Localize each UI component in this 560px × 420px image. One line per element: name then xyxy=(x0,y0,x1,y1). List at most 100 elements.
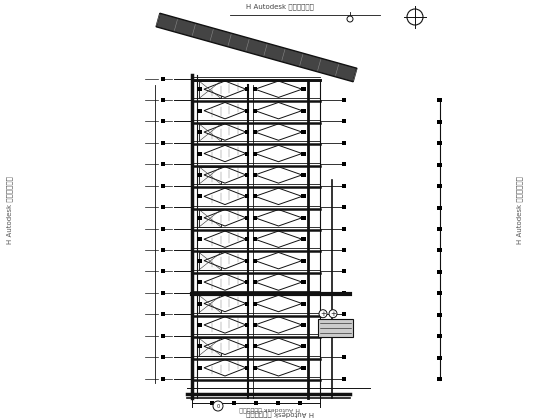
Bar xyxy=(437,248,442,252)
Polygon shape xyxy=(204,317,246,333)
Bar xyxy=(253,280,257,284)
Bar xyxy=(253,152,257,155)
Bar xyxy=(301,280,306,284)
Text: +: + xyxy=(330,311,336,317)
Bar xyxy=(197,344,202,348)
Bar xyxy=(253,194,257,198)
Bar xyxy=(161,226,165,231)
Bar xyxy=(245,280,249,284)
Bar xyxy=(342,376,346,381)
Bar xyxy=(253,87,257,91)
Polygon shape xyxy=(255,295,302,312)
Polygon shape xyxy=(204,295,246,312)
Bar xyxy=(253,237,257,241)
Polygon shape xyxy=(204,231,246,247)
Polygon shape xyxy=(255,231,302,247)
Bar xyxy=(253,366,257,370)
Bar xyxy=(245,173,249,177)
Circle shape xyxy=(213,401,223,411)
Bar xyxy=(161,376,165,381)
Bar xyxy=(301,173,306,177)
Bar xyxy=(437,291,442,295)
Bar xyxy=(161,205,165,209)
Bar xyxy=(276,401,280,405)
Bar xyxy=(197,323,202,327)
Bar xyxy=(197,109,202,113)
Polygon shape xyxy=(204,360,246,376)
Bar xyxy=(437,163,442,167)
Bar xyxy=(161,269,165,273)
Polygon shape xyxy=(255,338,302,354)
Bar xyxy=(301,216,306,220)
Bar xyxy=(210,401,214,405)
Bar xyxy=(253,323,257,327)
Bar xyxy=(253,173,257,177)
Bar xyxy=(161,119,165,123)
Text: H Autodesk 教育产品制作: H Autodesk 教育产品制作 xyxy=(246,4,314,10)
Bar xyxy=(301,109,306,113)
Text: 0: 0 xyxy=(216,404,220,409)
Bar xyxy=(437,334,442,338)
Bar xyxy=(437,313,442,317)
Bar xyxy=(342,119,346,123)
Bar xyxy=(437,356,442,360)
Bar xyxy=(245,237,249,241)
Bar xyxy=(342,141,346,145)
Bar xyxy=(253,130,257,134)
Text: H Autodesk 教育产品制作: H Autodesk 教育产品制作 xyxy=(246,410,314,416)
Bar xyxy=(342,205,346,209)
Bar xyxy=(199,295,221,313)
Bar xyxy=(161,248,165,252)
Polygon shape xyxy=(255,252,302,269)
Bar xyxy=(301,87,306,91)
Bar xyxy=(161,162,165,166)
Polygon shape xyxy=(255,167,302,183)
Bar xyxy=(253,216,257,220)
Bar xyxy=(245,152,249,155)
Circle shape xyxy=(319,310,327,318)
Bar xyxy=(298,401,302,405)
Bar xyxy=(301,259,306,262)
Bar xyxy=(197,130,202,134)
Polygon shape xyxy=(255,145,302,162)
Text: H Autodesk 教育产品制作: H Autodesk 教育产品制作 xyxy=(7,176,13,244)
Polygon shape xyxy=(204,188,246,205)
Bar xyxy=(342,184,346,188)
Bar xyxy=(437,141,442,145)
Polygon shape xyxy=(204,274,246,290)
Polygon shape xyxy=(255,102,302,119)
Text: H Autodesk 教育产品制作: H Autodesk 教育产品制作 xyxy=(517,176,523,244)
Bar xyxy=(245,259,249,262)
Bar xyxy=(245,194,249,198)
Polygon shape xyxy=(204,210,246,226)
Polygon shape xyxy=(204,124,246,140)
Polygon shape xyxy=(255,210,302,226)
Bar xyxy=(161,312,165,316)
Bar xyxy=(245,344,249,348)
Bar xyxy=(197,237,202,241)
Bar xyxy=(197,280,202,284)
Bar xyxy=(301,344,306,348)
Bar xyxy=(437,270,442,274)
Bar xyxy=(342,162,346,166)
Bar xyxy=(342,333,346,338)
Bar xyxy=(199,252,221,270)
Bar xyxy=(161,355,165,359)
Polygon shape xyxy=(204,102,246,119)
Bar xyxy=(342,269,346,273)
Bar xyxy=(245,323,249,327)
Bar xyxy=(245,87,249,91)
Bar xyxy=(245,130,249,134)
Bar xyxy=(253,109,257,113)
Polygon shape xyxy=(255,317,302,333)
Polygon shape xyxy=(204,81,246,97)
Circle shape xyxy=(329,310,337,318)
Bar xyxy=(199,124,221,141)
Bar xyxy=(161,333,165,338)
Polygon shape xyxy=(255,360,302,376)
Bar xyxy=(437,205,442,210)
Bar xyxy=(342,355,346,359)
Bar xyxy=(301,366,306,370)
Text: H Autodesk 教育产品制作: H Autodesk 教育产品制作 xyxy=(240,406,300,412)
Bar xyxy=(161,141,165,145)
